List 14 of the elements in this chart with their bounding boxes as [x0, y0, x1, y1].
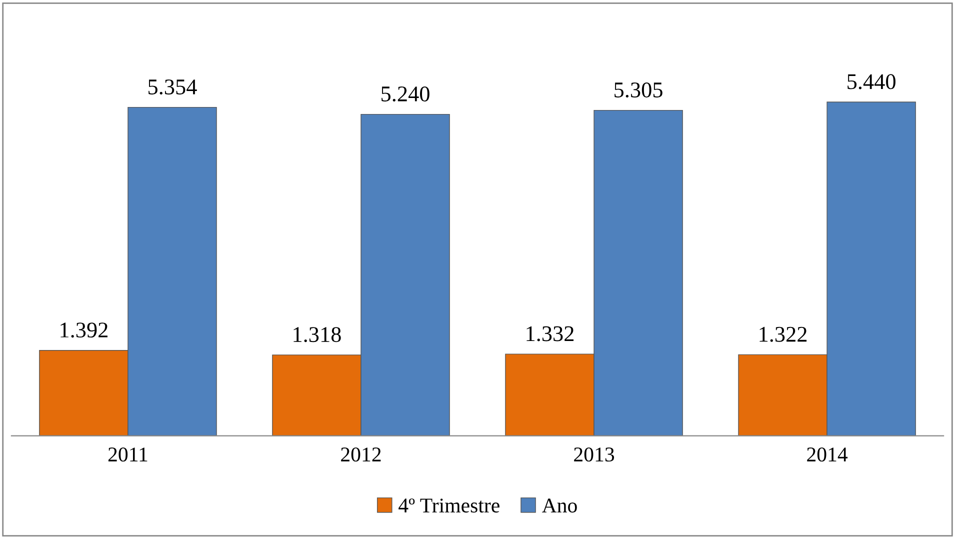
data-label: 5.240: [382, 86, 430, 102]
x-tick-label: 2012: [341, 447, 381, 462]
legend-label: Ano: [542, 498, 577, 513]
x-tick-label: 2014: [807, 447, 848, 462]
x-tick-label: 2011: [108, 447, 148, 462]
data-label: 5.354: [148, 80, 197, 95]
data-label: 5.305: [614, 82, 662, 98]
data-label: 1.332: [526, 326, 574, 342]
data-label: 1.322: [760, 326, 807, 342]
x-tick-label: 2013: [574, 447, 614, 462]
data-label: 5.440: [848, 74, 896, 90]
data-label: 1.392: [60, 322, 108, 338]
legend-label: 4º Trimestre: [398, 498, 500, 513]
data-label: 1.318: [294, 327, 341, 342]
